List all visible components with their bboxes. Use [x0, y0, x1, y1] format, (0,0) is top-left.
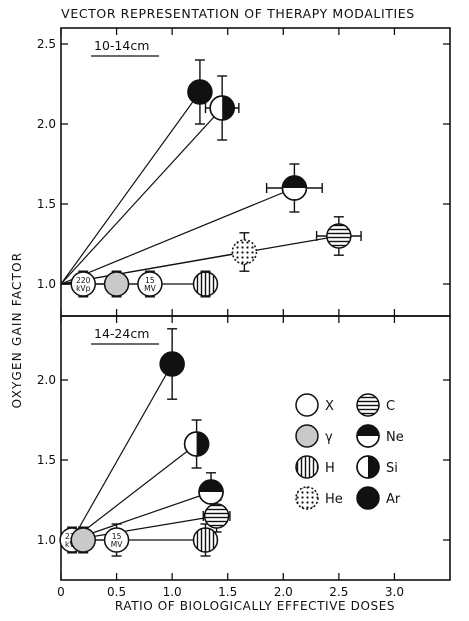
x-tick-label: 0.5 — [107, 585, 126, 599]
data-point-tophalf — [281, 175, 308, 201]
vector-line — [71, 363, 173, 541]
data-point-righthalf — [183, 431, 210, 457]
vector-line — [72, 515, 217, 541]
data-point-hlines — [203, 503, 230, 529]
y-tick-label: 1.5 — [37, 197, 56, 211]
data-point-open — [70, 271, 96, 297]
panel-label: 14-24cm — [94, 326, 149, 341]
legend-label: Ar — [386, 492, 401, 507]
legend-label: He — [325, 492, 343, 507]
vector-line — [71, 491, 212, 541]
vector-line — [71, 443, 197, 541]
x-tick-label: 0 — [57, 585, 65, 599]
legend-marker-gray — [295, 424, 319, 448]
plot-frame — [60, 315, 451, 581]
legend-marker-hlines — [356, 393, 380, 417]
point-label: 15 — [145, 276, 155, 285]
x-axis-label: RATIO OF BIOLOGICALLY EFFECTIVE DOSES — [115, 599, 395, 613]
legend-marker-open — [295, 393, 319, 417]
x-tick-label: 2.5 — [329, 585, 348, 599]
legend-label: Si — [386, 461, 398, 476]
data-point-righthalf — [209, 95, 235, 121]
data-point-gray — [70, 527, 96, 553]
data-point-gray — [103, 271, 130, 297]
vector-line — [60, 91, 201, 285]
legend-label: H — [325, 461, 335, 476]
y-tick-label: 1.0 — [37, 277, 56, 291]
data-point-open — [103, 527, 130, 553]
legend-marker-filled — [356, 486, 380, 510]
data-point-vlines — [192, 527, 219, 553]
legend-label: X — [325, 399, 334, 414]
legend-marker-righthalf — [356, 455, 380, 479]
x-tick-label: 1.5 — [218, 585, 237, 599]
legend-label: C — [386, 399, 395, 414]
y-tick-label: 2.0 — [37, 117, 56, 131]
point-label: MV — [111, 540, 123, 549]
data-point-filled — [159, 351, 185, 377]
x-tick-label: 3.0 — [385, 585, 404, 599]
data-point-dots — [231, 239, 258, 265]
y-tick-label: 2.0 — [37, 373, 56, 387]
legend-label: γ — [325, 430, 333, 445]
panel-label: 10-14cm — [94, 38, 149, 53]
x-tick-label: 2.0 — [274, 585, 293, 599]
data-point-tophalf — [198, 479, 224, 505]
point-label: 15 — [112, 532, 122, 541]
y-tick-label: 1.0 — [37, 533, 56, 547]
legend-marker-dots — [295, 486, 319, 510]
y-tick-label: 1.5 — [37, 453, 56, 467]
chart-panel-bottom: 1.01.52.014-24cm220kVp15MV00.51.01.52.02… — [37, 315, 451, 599]
chart-title: VECTOR REPRESENTATION OF THERAPY MODALIT… — [61, 6, 415, 21]
point-label: kVp — [76, 284, 90, 293]
legend-label: Ne — [386, 430, 404, 445]
vector-line — [60, 187, 295, 285]
point-label: 220 — [76, 276, 91, 285]
y-tick-label: 2.5 — [37, 37, 56, 51]
legend-marker-tophalf — [356, 424, 380, 448]
point-label: MV — [144, 284, 156, 293]
chart-legend: Xγ H He C Ne Si Ar — [295, 393, 404, 510]
data-point-vlines — [192, 271, 219, 297]
y-axis-label: OXYGEN GAIN FACTOR — [10, 252, 24, 409]
data-point-open — [137, 271, 163, 297]
data-point-filled — [187, 79, 213, 105]
legend-marker-vlines — [295, 455, 319, 479]
vector-line — [60, 107, 223, 285]
x-tick-label: 1.0 — [163, 585, 182, 599]
data-point-hlines — [326, 223, 352, 249]
